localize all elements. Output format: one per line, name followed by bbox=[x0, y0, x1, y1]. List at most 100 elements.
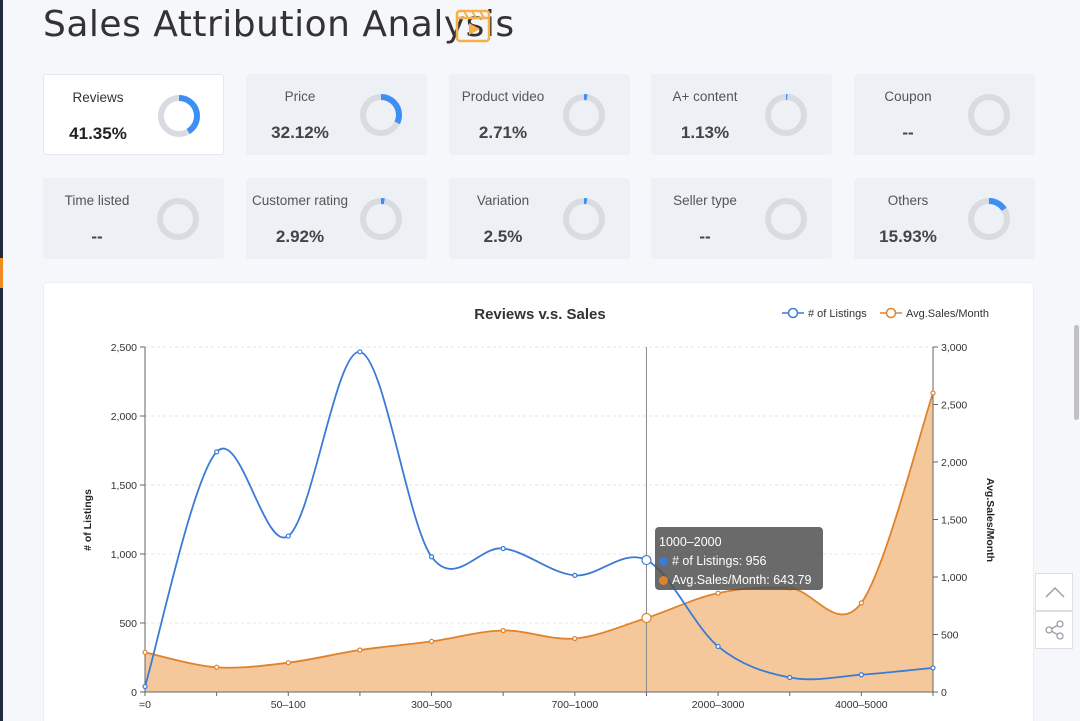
factor-value: -- bbox=[902, 123, 914, 142]
factor-label: Time listed bbox=[64, 193, 130, 208]
tooltip-dot-listings bbox=[659, 557, 668, 566]
factor-card[interactable]: Reviews 41.35% bbox=[43, 74, 224, 155]
y-right-tick-label: 1,500 bbox=[941, 515, 967, 527]
donut-track bbox=[157, 198, 199, 240]
avg-sales-point bbox=[641, 612, 652, 624]
factor-card[interactable]: A+ content 1.13% bbox=[651, 74, 832, 155]
factor-label: Product video bbox=[461, 89, 545, 104]
listings-point bbox=[142, 683, 148, 690]
y-right-tick-label: 3,000 bbox=[941, 342, 967, 354]
listings-point bbox=[641, 554, 652, 566]
factor-donut bbox=[563, 198, 605, 240]
factor-label: Price bbox=[284, 89, 316, 104]
listings-point bbox=[500, 545, 506, 552]
y-left-tick-label: 2,500 bbox=[111, 342, 137, 354]
factor-donut bbox=[968, 94, 1010, 136]
x-tick-label: 700–1000 bbox=[551, 699, 598, 711]
factor-card[interactable]: Coupon -- bbox=[854, 74, 1035, 155]
avg-sales-point bbox=[858, 600, 864, 606]
x-tick-label: 50–100 bbox=[271, 699, 306, 711]
x-tick-label: =0 bbox=[139, 699, 151, 711]
factor-label: Others bbox=[887, 193, 929, 208]
avg-sales-point bbox=[214, 664, 220, 670]
factor-card[interactable]: Product video 2.71% bbox=[449, 74, 630, 155]
legend-listings-label: # of Listings bbox=[808, 308, 867, 320]
factor-donut bbox=[765, 94, 807, 136]
y-right-tick-label: 1,000 bbox=[941, 572, 967, 584]
factor-label: Reviews bbox=[72, 90, 124, 105]
page-title: Sales Attribution Analysis bbox=[43, 4, 515, 45]
donut-fill bbox=[765, 94, 807, 136]
chart-title: Reviews v.s. Sales bbox=[474, 306, 606, 323]
donut-track bbox=[765, 198, 807, 240]
tooltip-category: 1000–2000 bbox=[659, 535, 722, 549]
factor-label: Customer rating bbox=[251, 193, 349, 208]
y-left-tick-label: 1,500 bbox=[111, 480, 137, 492]
window-left-accent bbox=[0, 258, 3, 288]
factor-value: -- bbox=[91, 227, 103, 246]
y-right-axis-title: Avg.Sales/Month bbox=[984, 478, 996, 562]
factor-value: 41.35% bbox=[69, 124, 127, 143]
tooltip-dot-sales bbox=[659, 576, 668, 585]
page-scrollbar[interactable] bbox=[1074, 325, 1079, 420]
legend-sales-label: Avg.Sales/Month bbox=[906, 308, 989, 320]
factor-card[interactable]: Price 32.12% bbox=[246, 74, 427, 155]
factor-card[interactable]: Others 15.93% bbox=[854, 178, 1035, 259]
factor-donut bbox=[360, 198, 402, 240]
y-right-tick-label: 2,000 bbox=[941, 457, 967, 469]
avg-sales-point bbox=[357, 647, 363, 653]
listings-point bbox=[285, 533, 291, 539]
legend-listings-marker bbox=[787, 307, 799, 319]
listings-line bbox=[144, 350, 934, 687]
tooltip-listings-text: # of Listings: 956 bbox=[672, 554, 767, 568]
factor-label: Variation bbox=[476, 193, 530, 208]
share-button[interactable] bbox=[1035, 611, 1073, 649]
avg-sales-point bbox=[715, 590, 721, 596]
factor-donut bbox=[157, 198, 199, 240]
factor-label: A+ content bbox=[672, 89, 738, 104]
y-right-tick-label: 500 bbox=[941, 630, 959, 642]
y-left-tick-label: 2,000 bbox=[111, 411, 137, 423]
y-right-tick-label: 2,500 bbox=[941, 400, 967, 412]
donut-fill bbox=[360, 198, 402, 240]
listings-point bbox=[930, 665, 936, 671]
donut-fill bbox=[968, 198, 1010, 240]
chevron-up-icon bbox=[1045, 586, 1065, 598]
factor-card[interactable]: Customer rating 2.92% bbox=[246, 178, 427, 259]
y-right-tick-label: 0 bbox=[941, 687, 947, 699]
video-play-icon[interactable] bbox=[455, 8, 491, 44]
factor-value: 15.93% bbox=[879, 227, 937, 246]
factor-card[interactable]: Seller type -- bbox=[651, 178, 832, 259]
avg-sales-point bbox=[142, 649, 148, 655]
x-tick-label: 4000–5000 bbox=[835, 699, 888, 711]
listings-point bbox=[715, 643, 721, 650]
listings-point bbox=[858, 672, 864, 678]
y-left-axis-title: # of Listings bbox=[82, 489, 94, 551]
x-tick-label: 2000–3000 bbox=[692, 699, 745, 711]
factor-card[interactable]: Variation 2.5% bbox=[449, 178, 630, 259]
factor-value: 1.13% bbox=[680, 123, 730, 142]
avg-sales-point bbox=[285, 660, 291, 666]
donut-track bbox=[968, 94, 1010, 136]
y-left-tick-label: 1,000 bbox=[111, 549, 137, 561]
factor-card[interactable]: Time listed -- bbox=[43, 178, 224, 259]
factor-donut bbox=[765, 198, 807, 240]
listings-point bbox=[572, 572, 578, 578]
listings-point bbox=[214, 449, 220, 455]
scroll-to-top-button[interactable] bbox=[1035, 573, 1073, 611]
legend-sales-marker bbox=[885, 307, 897, 319]
factor-donut bbox=[968, 198, 1010, 240]
y-left-tick-label: 0 bbox=[131, 687, 137, 699]
factor-value: 32.12% bbox=[271, 123, 329, 142]
tooltip-row-listings: # of Listings: 956 bbox=[659, 552, 819, 571]
donut-fill bbox=[563, 198, 605, 240]
x-tick-label: 300–500 bbox=[411, 699, 452, 711]
factor-donut bbox=[360, 94, 402, 136]
factor-donut bbox=[563, 94, 605, 136]
donut-fill bbox=[360, 94, 402, 136]
factor-donut bbox=[158, 95, 200, 137]
avg-sales-point bbox=[930, 390, 936, 396]
listings-point bbox=[787, 674, 793, 681]
share-icon bbox=[1045, 620, 1064, 640]
